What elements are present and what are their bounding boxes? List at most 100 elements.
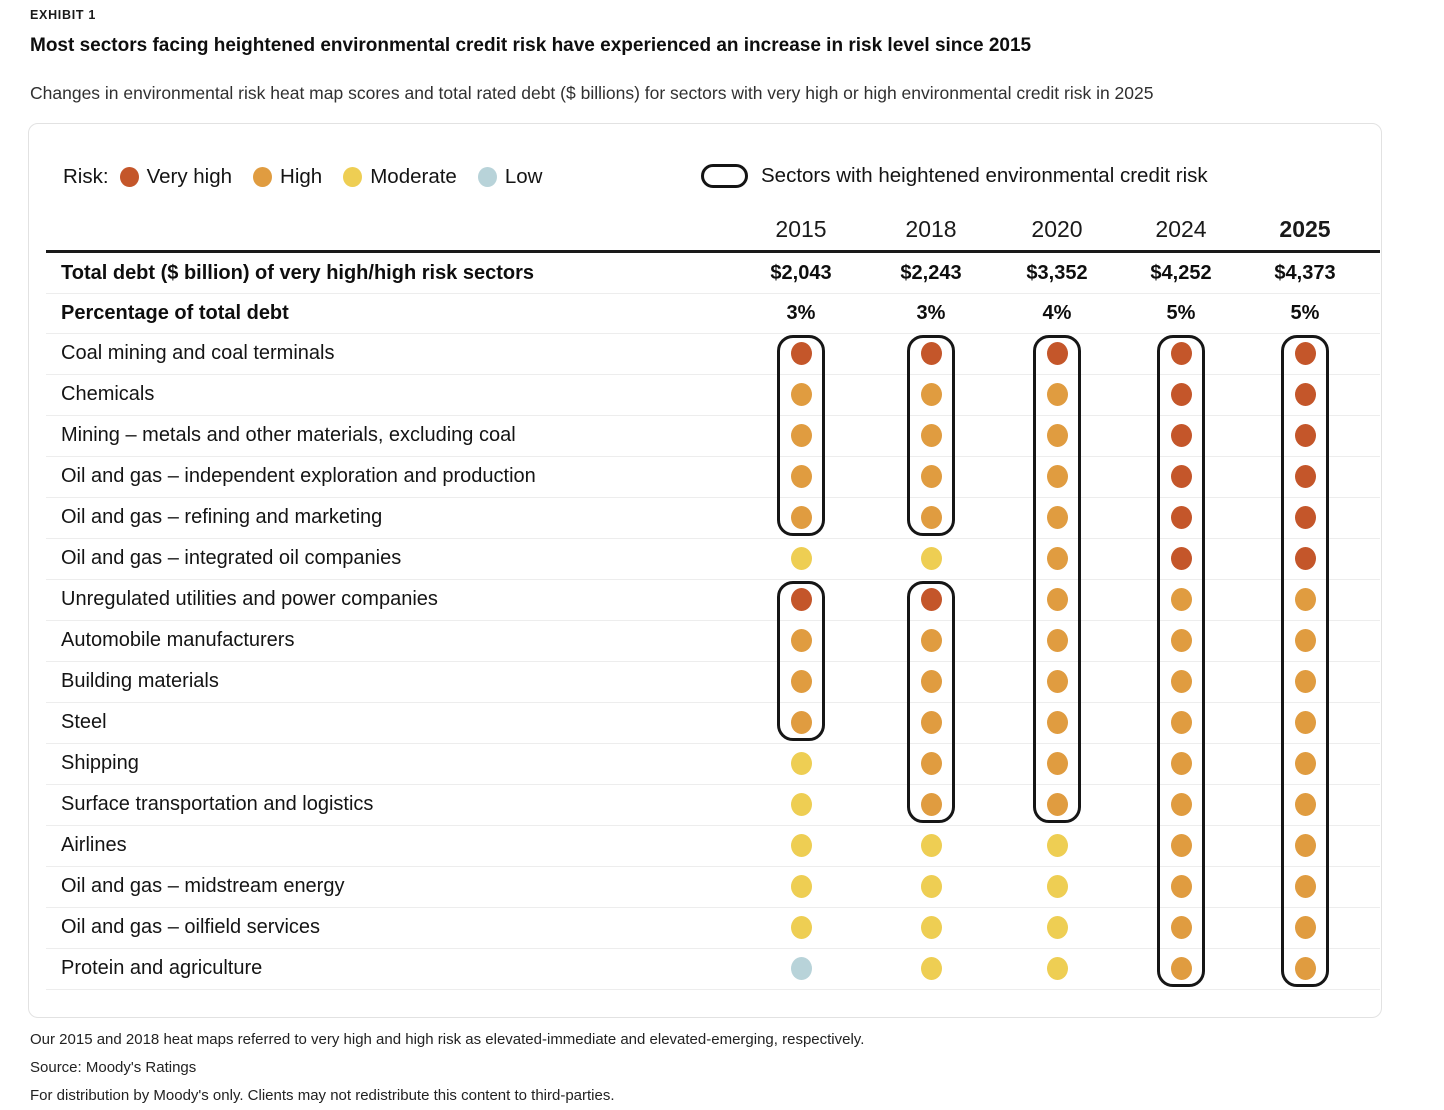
pct-2024: 5% xyxy=(1166,302,1196,324)
heightened-risk-box-2018 xyxy=(907,581,955,823)
sector-label: Oil and gas – midstream energy xyxy=(61,875,345,897)
legend-label: Very high xyxy=(146,165,233,188)
risk-dot-moderate xyxy=(920,547,942,570)
total-debt-2020: $3,352 xyxy=(1026,262,1088,284)
risk-dot-high xyxy=(1170,629,1192,652)
page-subtitle: Changes in environmental risk heat map s… xyxy=(30,83,1154,103)
row-separator xyxy=(46,702,1380,703)
row-separator xyxy=(46,743,1380,744)
risk-dot-high xyxy=(920,506,942,529)
row-separator xyxy=(46,415,1380,416)
legend-item-moderate: Moderate xyxy=(343,165,457,189)
risk-dot-high xyxy=(1294,793,1316,816)
risk-dot-very_high xyxy=(1294,424,1316,447)
total-debt-2025: $4,373 xyxy=(1274,262,1336,284)
risk-dot-very_high xyxy=(790,342,812,365)
risk-dot-high xyxy=(1170,916,1192,939)
year-header-2020: 2020 xyxy=(1031,216,1083,242)
row-separator xyxy=(46,989,1380,990)
sector-label: Automobile manufacturers xyxy=(61,629,295,651)
sector-label: Protein and agriculture xyxy=(61,957,263,979)
risk-dot-high xyxy=(790,711,812,734)
row-separator xyxy=(46,456,1380,457)
risk-dot-high xyxy=(790,424,812,447)
risk-dot-high xyxy=(1046,424,1068,447)
risk-dot-very_high xyxy=(1170,465,1192,488)
risk-dot-very_high xyxy=(920,342,942,365)
sector-label: Surface transportation and logistics xyxy=(61,793,374,815)
risk-dot-high xyxy=(1294,670,1316,693)
risk-dot-high xyxy=(1046,670,1068,693)
risk-dot-high xyxy=(1046,383,1068,406)
heightened-risk-box-2024 xyxy=(1157,335,1205,987)
risk-dot-moderate xyxy=(790,834,812,857)
risk-dot-high xyxy=(920,670,942,693)
risk-dot-very_high xyxy=(1170,383,1192,406)
legend-item-very_high: Very high xyxy=(119,165,233,189)
sector-label: Oil and gas – independent exploration an… xyxy=(61,465,536,487)
legend-dot-very_high xyxy=(119,167,139,187)
risk-dot-high xyxy=(1294,588,1316,611)
year-header-row: 2015 2018 2020 2024 2025 xyxy=(29,216,1381,248)
risk-dot-very_high xyxy=(790,588,812,611)
pct-2015: 3% xyxy=(786,302,816,324)
risk-dot-very_high xyxy=(920,588,942,611)
pct-2025: 5% xyxy=(1290,302,1320,324)
year-header-2018: 2018 xyxy=(905,216,957,242)
sector-label: Oil and gas – refining and marketing xyxy=(61,506,383,528)
row-separator xyxy=(46,293,1380,294)
risk-dot-very_high xyxy=(1170,506,1192,529)
row-separator xyxy=(46,907,1380,908)
pct-2020: 4% xyxy=(1042,302,1072,324)
legend-dot-moderate xyxy=(343,167,363,187)
risk-dot-very_high xyxy=(1294,383,1316,406)
percentage-row: Percentage of total debt 3% 3% 4% 5% 5% xyxy=(29,294,1381,333)
risk-dot-moderate xyxy=(790,916,812,939)
risk-dot-high xyxy=(1294,916,1316,939)
risk-dot-high xyxy=(1170,670,1192,693)
year-header-2025: 2025 xyxy=(1279,216,1331,242)
risk-dot-high xyxy=(1046,506,1068,529)
row-separator xyxy=(46,866,1380,867)
risk-dot-high xyxy=(1046,588,1068,611)
exhibit-label: EXHIBIT 1 xyxy=(30,8,97,22)
risk-dot-moderate xyxy=(1046,875,1068,898)
risk-dot-high xyxy=(1046,547,1068,570)
row-separator xyxy=(46,661,1380,662)
total-debt-2024: $4,252 xyxy=(1150,262,1212,284)
sector-label: Shipping xyxy=(61,752,139,774)
risk-dot-high xyxy=(1046,465,1068,488)
legend-label: Moderate xyxy=(370,165,457,188)
risk-dot-moderate xyxy=(920,957,942,980)
footnote-distribution: For distribution by Moody's only. Client… xyxy=(30,1087,615,1104)
risk-dot-moderate xyxy=(920,916,942,939)
row-separator xyxy=(46,579,1380,580)
exhibit-panel: Risk: Very high High Moderate Low Sectors w… xyxy=(28,123,1382,1018)
sector-label: Coal mining and coal terminals xyxy=(61,342,335,364)
row-separator xyxy=(46,825,1380,826)
risk-dot-high xyxy=(1046,793,1068,816)
risk-dot-low xyxy=(790,957,812,980)
risk-dot-high xyxy=(920,711,942,734)
row-separator xyxy=(46,538,1380,539)
total-debt-label: Total debt ($ billion) of very high/high… xyxy=(61,262,535,284)
risk-dot-high xyxy=(1170,834,1192,857)
risk-dot-very_high xyxy=(1294,342,1316,365)
risk-dot-high xyxy=(1170,752,1192,775)
risk-dot-very_high xyxy=(1046,342,1068,365)
risk-dot-high xyxy=(920,383,942,406)
sector-label: Unregulated utilities and power companie… xyxy=(61,588,438,610)
risk-dot-high xyxy=(1170,711,1192,734)
risk-dot-high xyxy=(1046,752,1068,775)
pct-2018: 3% xyxy=(916,302,946,324)
risk-dot-high xyxy=(1170,875,1192,898)
risk-dot-high xyxy=(1294,875,1316,898)
year-header-2015: 2015 xyxy=(775,216,827,242)
sector-label: Oil and gas – integrated oil companies xyxy=(61,547,402,569)
risk-dot-high xyxy=(790,465,812,488)
sector-label: Oil and gas – oilfield services xyxy=(61,916,321,938)
row-separator xyxy=(46,948,1380,949)
sector-label: Building materials xyxy=(61,670,219,692)
risk-dot-high xyxy=(1170,588,1192,611)
risk-dot-very_high xyxy=(1170,547,1192,570)
